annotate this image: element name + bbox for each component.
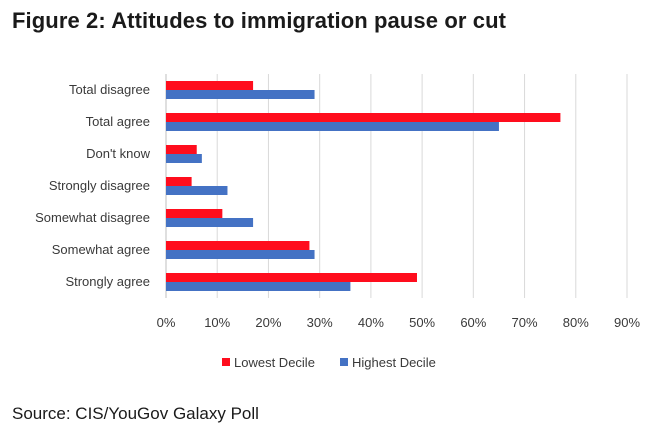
bar-lowest-decile <box>166 209 223 218</box>
x-tick-label-20: 20% <box>255 315 281 330</box>
category-label: Somewhat agree <box>52 242 150 257</box>
bar-highest-decile <box>166 282 351 291</box>
category-label: Total agree <box>86 114 150 129</box>
x-tick-label-90: 90% <box>614 315 640 330</box>
category-label: Total disagree <box>69 82 150 97</box>
bar-lowest-decile <box>166 177 192 186</box>
category-label: Strongly agree <box>65 274 150 289</box>
legend-highest-decile-label: Highest Decile <box>352 355 436 370</box>
category-label: Somewhat disagree <box>35 210 150 225</box>
bar-lowest-decile <box>166 145 197 154</box>
x-tick-label-40: 40% <box>358 315 384 330</box>
legend-lowest-decile-swatch <box>222 358 230 366</box>
x-tick-label-10: 10% <box>204 315 230 330</box>
bar-highest-decile <box>166 250 315 259</box>
x-tick-label-0: 0% <box>157 315 176 330</box>
bar-lowest-decile <box>166 81 254 90</box>
x-tick-label-80: 80% <box>563 315 589 330</box>
x-tick-label-70: 70% <box>512 315 538 330</box>
bar-highest-decile <box>166 154 202 163</box>
x-tick-label-50: 50% <box>409 315 435 330</box>
category-label: Strongly disagree <box>49 178 150 193</box>
x-tick-label-60: 60% <box>460 315 486 330</box>
source-caption: Source: CIS/YouGov Galaxy Poll <box>12 404 259 423</box>
legend-lowest-decile-label: Lowest Decile <box>234 355 315 370</box>
bar-highest-decile <box>166 122 499 131</box>
bar-lowest-decile <box>166 273 417 282</box>
bar-chart: 0% 10% 20% 30% 40% 50% 60% 70% 80% 90% Total disag… <box>35 74 640 370</box>
bar-highest-decile <box>166 218 254 227</box>
bar-highest-decile <box>166 186 228 195</box>
figure-title: Figure 2: Attitudes to immigration pause… <box>12 8 507 33</box>
bar-lowest-decile <box>166 241 310 250</box>
x-tick-label-30: 30% <box>307 315 333 330</box>
bar-lowest-decile <box>166 113 561 122</box>
legend-highest-decile-swatch <box>340 358 348 366</box>
category-label: Don't know <box>86 146 151 161</box>
bar-highest-decile <box>166 90 315 99</box>
